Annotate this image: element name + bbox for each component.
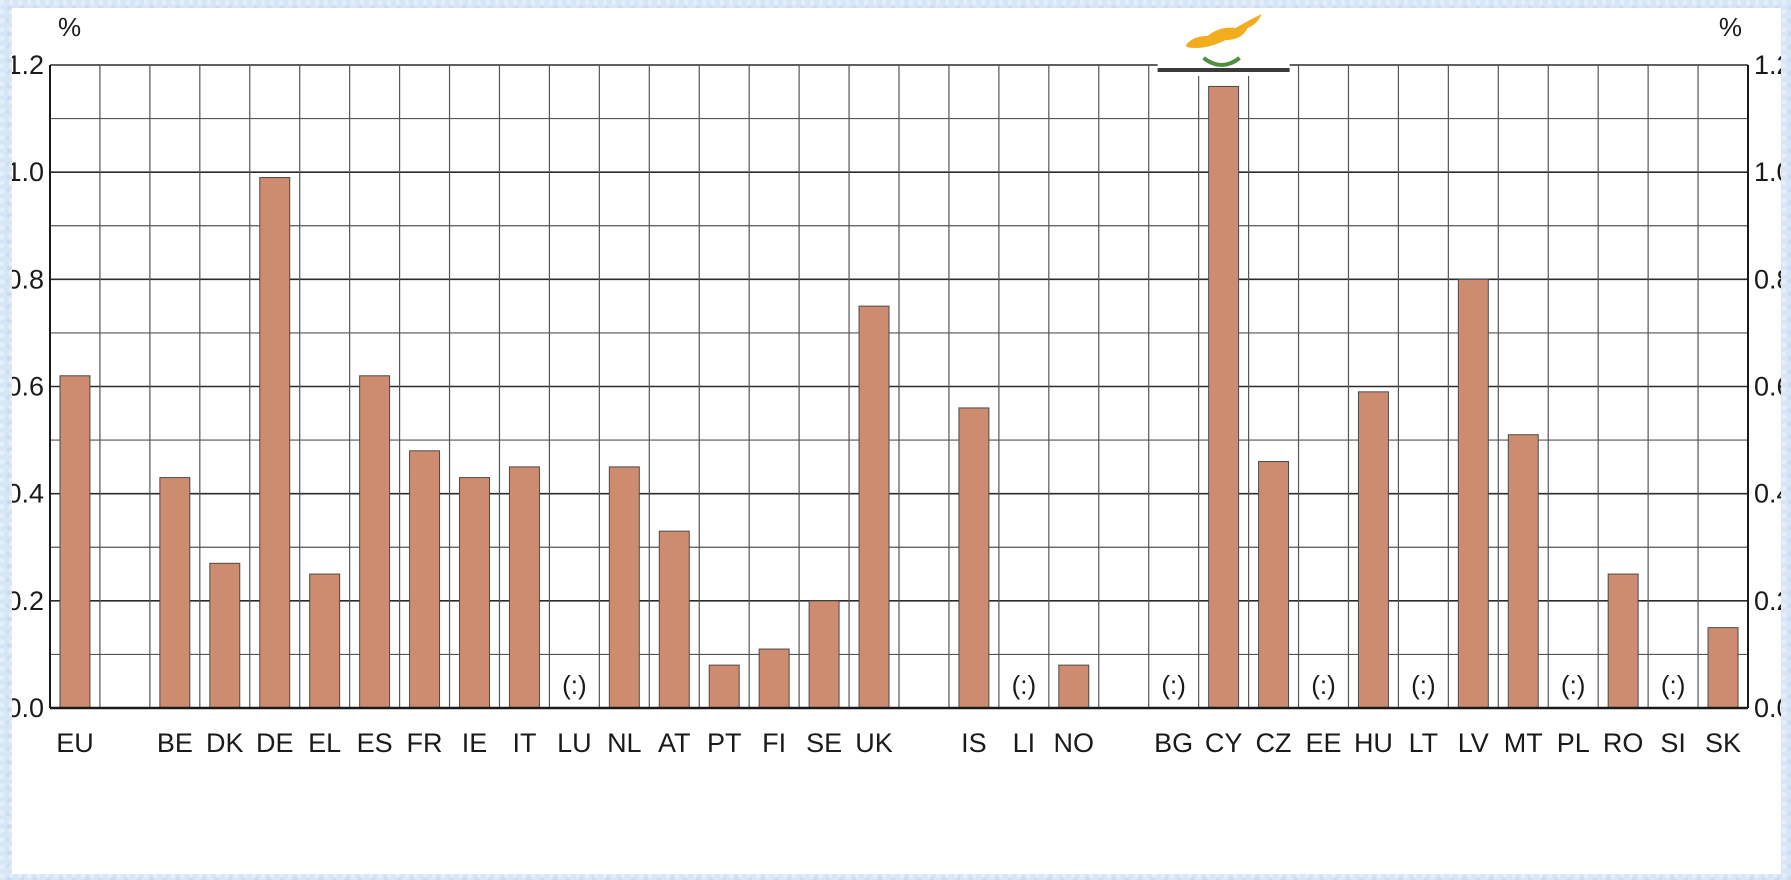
x-tick-label-pt: PT (707, 728, 742, 758)
na-marker-bg: (:) (1161, 670, 1186, 700)
x-tick-label-es: ES (357, 728, 393, 758)
x-tick-label-mt: MT (1504, 728, 1543, 758)
bar-hu (1357, 391, 1389, 709)
y-tick-label-right: 1.0 (1754, 157, 1781, 187)
y-tick-label-right: 0.0 (1754, 693, 1781, 723)
x-tick-label-be: BE (157, 728, 193, 758)
x-tick-label-ee: EE (1305, 728, 1341, 758)
x-tick-label-lt: LT (1409, 728, 1439, 758)
x-tick-label-is: IS (961, 728, 987, 758)
grid (49, 64, 1749, 709)
y-tick-label-left: 0.6 (12, 372, 44, 402)
x-tick-label-bg: BG (1154, 728, 1193, 758)
na-marker-lt: (:) (1411, 670, 1436, 700)
bar-cz (1258, 461, 1290, 709)
y-tick-label-left: 0.8 (12, 264, 44, 294)
bar-pt (708, 664, 740, 709)
x-tick-label-fi: FI (762, 728, 786, 758)
x-tick-label-it: IT (512, 728, 536, 758)
axes (49, 65, 1749, 710)
bar-is (958, 407, 990, 709)
x-tick-label-si: SI (1660, 728, 1686, 758)
x-tick-label-pl: PL (1557, 728, 1590, 758)
bar-lv (1457, 278, 1489, 709)
bar-fr (409, 450, 441, 709)
y-tick-label-left: 0.2 (12, 586, 44, 616)
na-marker-pl: (:) (1561, 670, 1586, 700)
bar-sk (1707, 627, 1739, 709)
y-tick-label-right: 1.2 (1754, 50, 1781, 80)
bar-eu (59, 375, 91, 709)
x-tick-label-de: DE (256, 728, 294, 758)
bar-no (1058, 664, 1090, 709)
bar-nl (608, 466, 640, 709)
na-marker-si: (:) (1661, 670, 1686, 700)
y-tick-label-right: 0.4 (1754, 479, 1781, 509)
y-tick-label-left: 0.0 (12, 693, 44, 723)
labels: 0.0 0.0 0.2 0.2 0.4 0.4 0.6 0.6 0.8 0.8 1.0 1.0 1.2 1… (12, 12, 1781, 758)
x-tick-label-hu: HU (1354, 728, 1393, 758)
x-tick-label-lu: LU (557, 728, 592, 758)
bars (59, 85, 1739, 709)
chart: 0.0 0.0 0.2 0.2 0.4 0.4 0.6 0.6 0.8 0.8 1.0 1.0 1.2 1… (12, 8, 1781, 874)
y-tick-label-right: 0.2 (1754, 586, 1781, 616)
bar-chart-svg: 0.0 0.0 0.2 0.2 0.4 0.4 0.6 0.6 0.8 0.8 1.0 1.0 1.2 1… (12, 12, 1781, 758)
x-tick-label-se: SE (806, 728, 842, 758)
x-tick-label-nl: NL (607, 728, 642, 758)
y-unit-label-left: % (58, 12, 81, 42)
bar-fi (758, 648, 790, 709)
x-tick-label-no: NO (1054, 728, 1095, 758)
bar-es (359, 375, 391, 709)
x-tick-label-ie: IE (462, 728, 488, 758)
x-tick-label-at: AT (658, 728, 691, 758)
x-tick-label-ro: RO (1603, 728, 1644, 758)
y-unit-label-right: % (1719, 12, 1742, 42)
bar-at (658, 530, 690, 709)
x-tick-label-li: LI (1013, 728, 1036, 758)
y-tick-label-left: 0.4 (12, 479, 44, 509)
bar-it (508, 466, 540, 709)
x-tick-label-fr: FR (407, 728, 443, 758)
bar-be (159, 477, 191, 709)
bar-de (259, 177, 291, 709)
bar-mt (1507, 434, 1539, 709)
na-marker-lu: (:) (562, 670, 587, 700)
y-tick-label-left: 1.2 (12, 50, 44, 80)
bar-se (808, 600, 840, 709)
x-tick-label-uk: UK (855, 728, 893, 758)
x-tick-label-dk: DK (206, 728, 244, 758)
x-tick-label-eu: EU (56, 728, 94, 758)
bar-dk (209, 562, 241, 709)
y-tick-label-left: 1.0 (12, 157, 44, 187)
bar-uk (858, 305, 890, 709)
x-tick-label-cz: CZ (1256, 728, 1292, 758)
cyprus-flag-icon (1157, 14, 1290, 76)
na-marker-li: (:) (1012, 670, 1037, 700)
bar-ro (1607, 573, 1639, 709)
bar-el (309, 573, 341, 709)
bar-ie (459, 477, 490, 709)
x-tick-label-cy: CY (1205, 728, 1243, 758)
na-marker-ee: (:) (1311, 670, 1336, 700)
y-tick-label-right: 0.6 (1754, 372, 1781, 402)
bar-cy (1208, 85, 1240, 709)
x-tick-label-lv: LV (1458, 728, 1489, 758)
x-tick-label-el: EL (308, 728, 341, 758)
y-tick-label-right: 0.8 (1754, 264, 1781, 294)
x-tick-label-sk: SK (1705, 728, 1741, 758)
